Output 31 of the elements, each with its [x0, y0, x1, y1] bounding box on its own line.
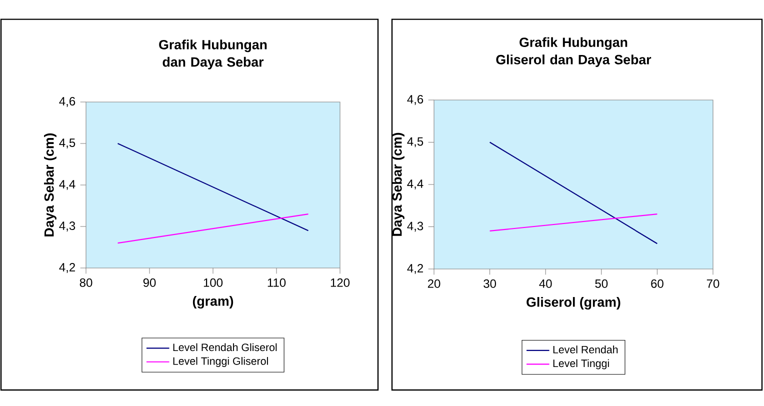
y-tick-label: 4,3 [59, 222, 76, 232]
x-tick-label: 80 [80, 278, 92, 287]
y-tick-label: 4,4 [59, 180, 76, 190]
y-tick-label: 4,6 [407, 95, 424, 105]
chart-title: Grafik Hubungan Gliserol dan Daya Sebar [496, 37, 652, 67]
x-tick-label: 40 [539, 279, 552, 288]
x-tick-label: 120 [330, 278, 350, 287]
x-tick-label: 70 [706, 279, 720, 288]
legend-label: Level Rendah [553, 346, 618, 354]
y-tick-label: 4,6 [59, 97, 76, 107]
x-tick-label: 60 [651, 279, 664, 288]
y-tick-label: 4,5 [59, 138, 76, 148]
x-axis-title: Gliserol (gram) [526, 297, 620, 310]
chart-title: Grafik Hubungan dan Daya Sebar [159, 40, 267, 70]
y-tick-label: 4,2 [59, 263, 75, 273]
x-tick-label: 100 [204, 278, 223, 287]
legend-label: Level Tinggi Gliserol [173, 357, 268, 367]
legend-label: Level Rendah Gliserol [173, 343, 277, 352]
y-tick-label: 4,4 [407, 180, 424, 190]
legend-label: Level Tinggi [553, 359, 609, 370]
x-tick-label: 90 [143, 278, 156, 287]
y-tick-label: 4,5 [407, 137, 424, 148]
x-axis-title: (gram) [192, 296, 234, 309]
x-tick-label: 30 [484, 279, 496, 288]
x-tick-label: 50 [595, 279, 608, 288]
y-axis-title: Daya Sebar (cm) [392, 132, 404, 236]
x-tick-label: 20 [428, 279, 440, 288]
y-axis-title: Daya Sebar (cm) [44, 133, 56, 236]
y-tick-label: 4,3 [407, 222, 424, 232]
y-tick-label: 4,2 [407, 264, 423, 274]
x-tick-label: 110 [268, 278, 286, 287]
